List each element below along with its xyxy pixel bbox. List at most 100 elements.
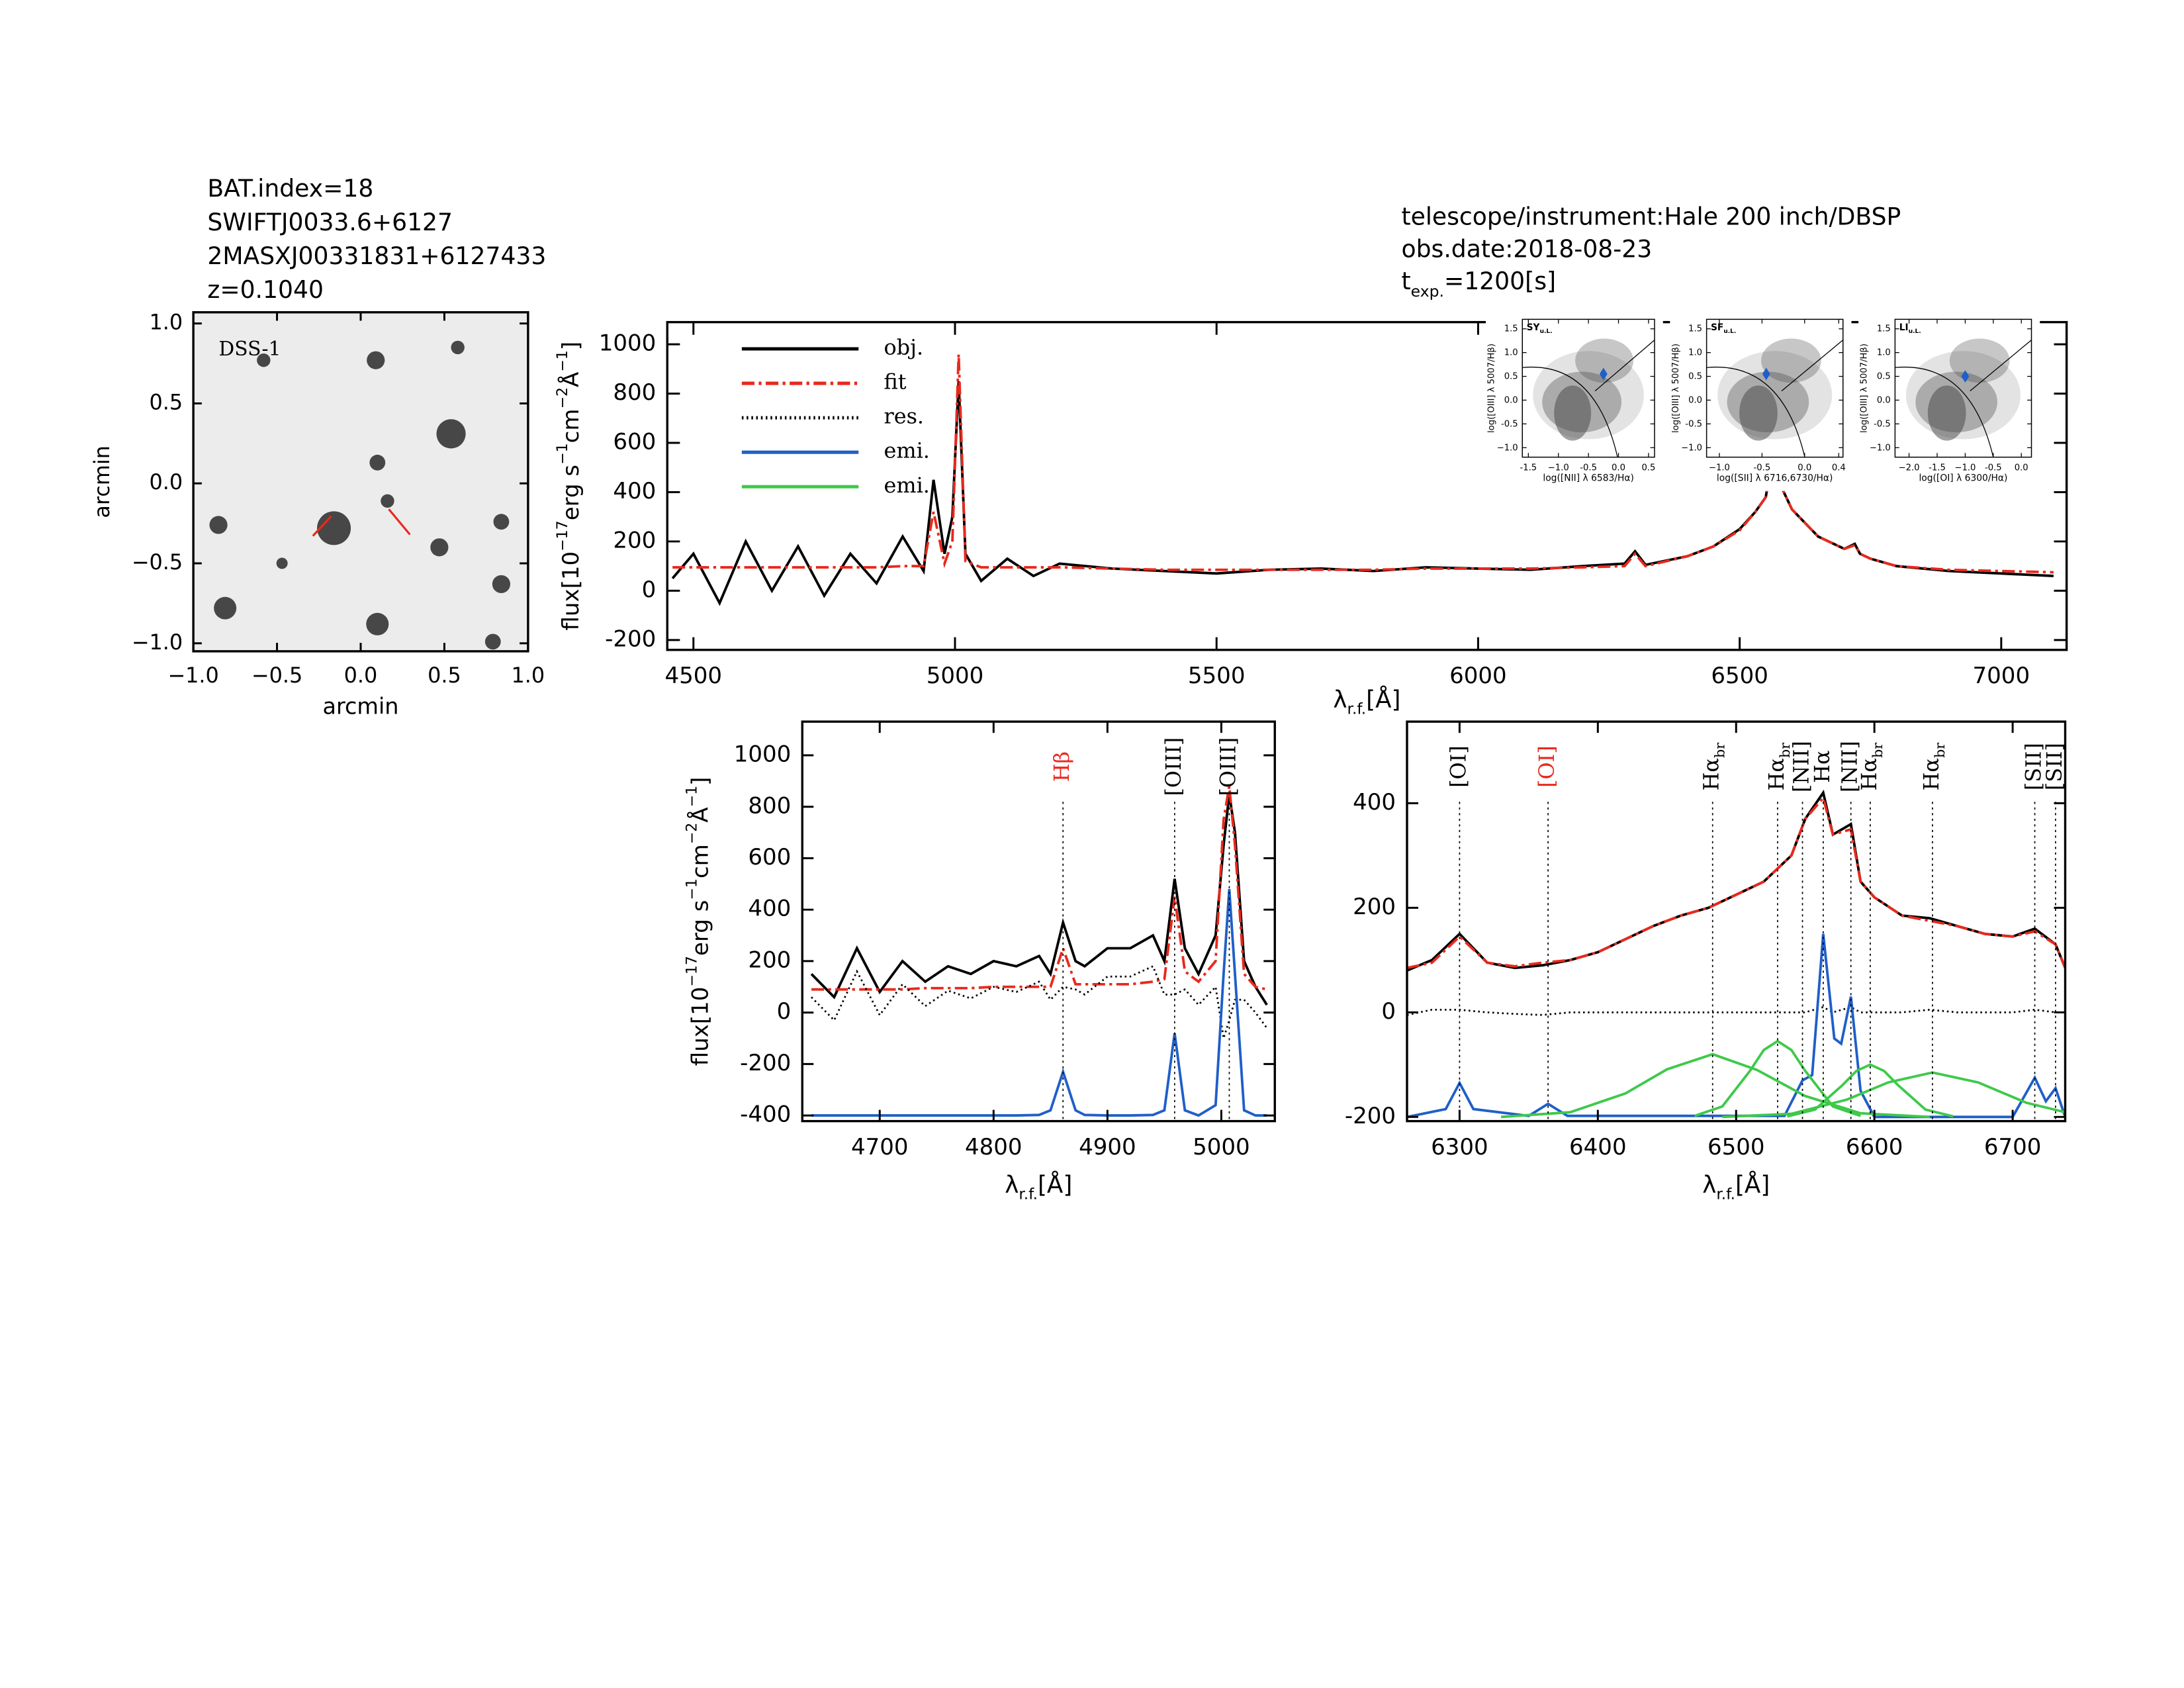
obs-date: obs.date:2018-08-23 bbox=[1402, 234, 1653, 263]
spectrum-line bbox=[1500, 1053, 1930, 1119]
x-tick-label: -0.5 bbox=[1754, 463, 1771, 473]
panel: -1.5 −1.0 -0.5 0.0 0.5−1.0-0.50.00.51.01.5lo… bbox=[1486, 316, 1663, 491]
line-label: [OI] bbox=[1445, 745, 1471, 788]
source bbox=[257, 353, 271, 367]
y-axis-label: log([OIII] λ 5007/Hβ) bbox=[1486, 344, 1496, 433]
y-tick-label: 0.5 bbox=[1877, 372, 1891, 382]
density bbox=[1533, 351, 1645, 440]
x-tick-label: 0.5 bbox=[1641, 463, 1655, 473]
demarcation bbox=[1970, 340, 2032, 392]
demarcation bbox=[1522, 366, 1618, 457]
y-tick-label: 1.0 bbox=[150, 310, 183, 335]
x-tick-label: 7000 bbox=[1973, 663, 2030, 689]
line-label: Hαbr bbox=[1698, 743, 1727, 791]
x-tick-label: 6500 bbox=[1707, 1134, 1765, 1160]
y-axis-label-part: −1 bbox=[683, 786, 700, 808]
bpt-point bbox=[1961, 370, 1970, 383]
y-axis-label-part: ] bbox=[687, 777, 713, 786]
line-label-text: [OIII] bbox=[1215, 737, 1240, 796]
plot-area bbox=[1522, 338, 1655, 457]
y-tick-label: −0.5 bbox=[132, 549, 183, 575]
x-tick-label: -1.5 bbox=[1929, 463, 1946, 473]
y-tick-label: 200 bbox=[613, 527, 656, 553]
legend-label: fit bbox=[884, 369, 907, 395]
target-marker bbox=[388, 508, 411, 536]
line-label-text: Hβ bbox=[1049, 751, 1074, 782]
y-axis-label-part: −1 bbox=[554, 443, 571, 465]
y-axis-label: log([OIII] λ 5007/Hβ) bbox=[1860, 344, 1870, 433]
source bbox=[317, 511, 351, 545]
x-tick-label: 5000 bbox=[1193, 1134, 1250, 1160]
panel: Hβ [OIII] [OIII] 4700 4800 4900 5000 -400 -200 0 2… bbox=[683, 720, 1276, 1203]
y-tick-label: 1000 bbox=[599, 330, 657, 357]
target-marker bbox=[312, 515, 332, 537]
y-axis-label-part: −1 bbox=[554, 350, 571, 372]
x-tick-label: −1.0 bbox=[167, 663, 218, 688]
density bbox=[1575, 338, 1634, 383]
inset-title: SYu.L. bbox=[1527, 322, 1553, 335]
legend-label: emi. bbox=[884, 473, 930, 498]
line-label-text: Hα bbox=[1698, 758, 1723, 790]
x-tick-label: 4900 bbox=[1079, 1134, 1136, 1160]
source bbox=[484, 633, 501, 650]
panel: −1.0 -0.5 0.0 0.4 −1.0 -0.5 0.0 0.5 1.0 1.5 log([S… bbox=[1670, 316, 1852, 491]
line-label: [NII] bbox=[1788, 741, 1813, 792]
x-tick-label: −2.0 bbox=[1899, 463, 1920, 473]
y-tick-label: -200 bbox=[740, 1050, 791, 1076]
panel: 4500 5000 5500 6000 6500 7000 -200 0 200 400 600 80… bbox=[554, 320, 2068, 718]
y-axis-label-part: −2 bbox=[683, 823, 700, 845]
frame bbox=[801, 720, 1276, 1123]
y-axis-label-part: flux[10 bbox=[557, 551, 584, 631]
y-tick-label: 1.5 bbox=[1688, 324, 1702, 334]
x-tick-label: −1.0 bbox=[1954, 463, 1976, 473]
y-axis-label-part: cm bbox=[557, 409, 584, 444]
x-tick-label: 6300 bbox=[1431, 1134, 1488, 1160]
line-label: [NII] bbox=[1837, 741, 1862, 792]
line-label: [OIII] bbox=[1160, 737, 1185, 796]
inset-title-part: LI bbox=[1899, 322, 1909, 333]
demarcation bbox=[1895, 366, 1994, 457]
spectrum-line bbox=[811, 964, 1268, 1039]
x-tick-label: 5000 bbox=[927, 663, 984, 689]
line-label-text: [SII] bbox=[2041, 743, 2066, 790]
x-tick-label: 0.0 bbox=[344, 663, 378, 688]
plot-area bbox=[810, 786, 1268, 1117]
image-background bbox=[193, 312, 528, 651]
x-axis-label-part: r.f. bbox=[1347, 700, 1367, 718]
x-tick-label: -1.5 bbox=[1520, 463, 1537, 473]
y-axis-label-part: ] bbox=[557, 342, 584, 350]
y-tick-label: 0.5 bbox=[1688, 372, 1702, 382]
y-tick-label: 0 bbox=[1381, 998, 1396, 1025]
x-tick-label: −1.0 bbox=[1548, 463, 1569, 473]
source bbox=[430, 538, 449, 557]
line-label-text: Hα bbox=[1856, 758, 1881, 790]
spectrum-line bbox=[811, 888, 1267, 1117]
x-tick-label: 6700 bbox=[1984, 1134, 2042, 1160]
demarcation bbox=[1781, 340, 1843, 392]
inset-title-part: u.L. bbox=[1909, 328, 1921, 335]
x-axis-label-part: [Å] bbox=[1038, 1170, 1072, 1198]
line-label: Hβ bbox=[1049, 751, 1074, 782]
y-tick-label: 800 bbox=[613, 379, 656, 406]
x-axis-label: λr.f.[Å] bbox=[1005, 1170, 1072, 1203]
plot-area bbox=[1706, 338, 1843, 457]
x-axis-label-part: [Å] bbox=[1366, 684, 1400, 713]
y-tick-label: 200 bbox=[1353, 894, 1396, 920]
y-axis-label: flux[10−17erg s−1cm−2Å−1] bbox=[683, 777, 713, 1066]
source bbox=[436, 419, 466, 449]
demarcation bbox=[1594, 340, 1655, 392]
density bbox=[1717, 351, 1833, 440]
y-tick-label: 0.0 bbox=[1504, 395, 1518, 405]
y-axis-label: log([OIII] λ 5007/Hβ) bbox=[1671, 344, 1681, 433]
frame bbox=[666, 320, 2068, 651]
source bbox=[492, 575, 511, 594]
inset-title: SFu.L. bbox=[1711, 322, 1736, 335]
x-axis-label-part: λ bbox=[1702, 1171, 1716, 1198]
x-axis-label: log([SII] λ 6716,6730/Hα) bbox=[1717, 473, 1833, 484]
line-label-text: [OIII] bbox=[1160, 737, 1185, 796]
line-label-text: Hα bbox=[1763, 758, 1788, 790]
bpt-point bbox=[1762, 367, 1770, 381]
y-tick-label: -0.5 bbox=[1501, 419, 1518, 429]
